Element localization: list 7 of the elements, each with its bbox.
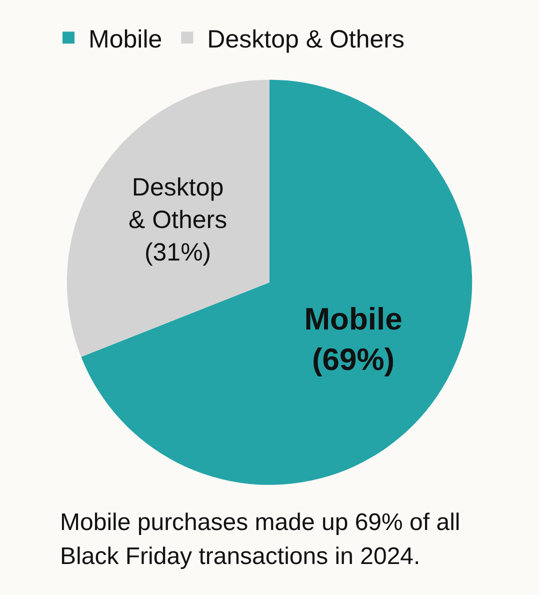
data-label: Mobile (69%) (304, 302, 402, 377)
pie-slice (81, 80, 472, 485)
data-label: Desktop & Others (31%) (128, 174, 228, 266)
text: Mobile purchases made up 69% of all Black Friday transactions in 2024. (60, 508, 462, 572)
pie-slice (66, 80, 270, 357)
legend-label: Desktop & Others (207, 25, 404, 54)
legend-label: Mobile (88, 25, 162, 54)
